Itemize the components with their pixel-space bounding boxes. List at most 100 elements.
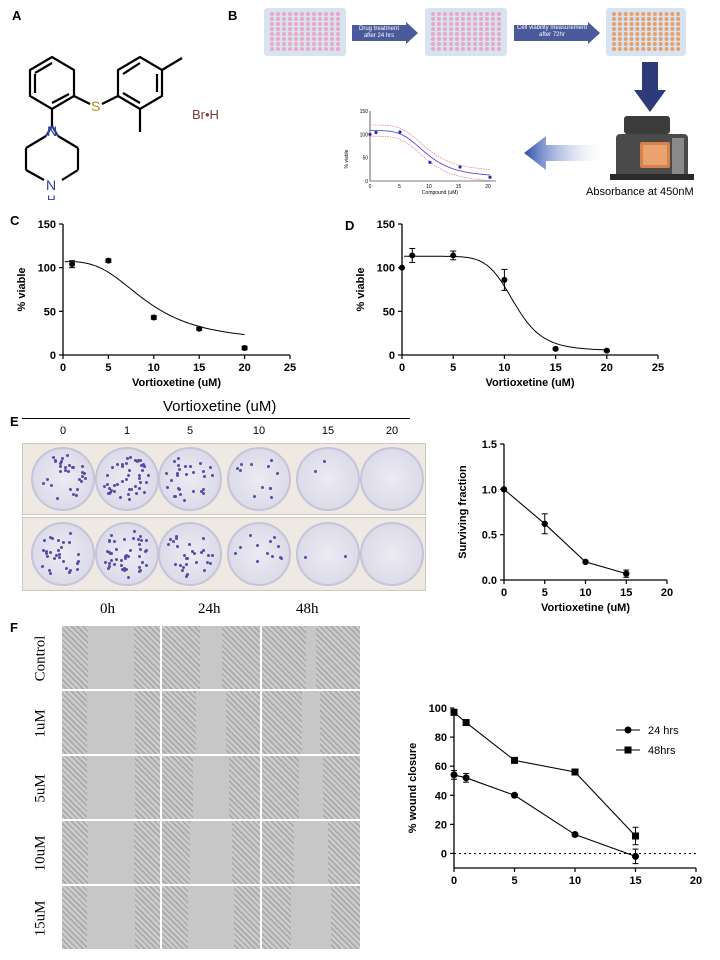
colony [176, 471, 180, 475]
micrograph-region [234, 886, 260, 949]
colony [52, 456, 56, 460]
y-tick-label: 0 [50, 350, 56, 362]
data-point [196, 325, 203, 332]
colony [109, 533, 113, 537]
colony [80, 474, 84, 478]
colony [136, 538, 140, 542]
colony [134, 484, 138, 488]
plate-well [652, 17, 657, 21]
plate-well [647, 22, 651, 26]
series-line [503, 488, 627, 575]
plate-well [270, 27, 274, 31]
x-tick-label: 10 [148, 362, 160, 374]
plate-well [473, 17, 477, 21]
data-point [241, 345, 248, 352]
colony [106, 567, 110, 571]
plate-well [443, 12, 447, 16]
colony [138, 535, 142, 539]
micrograph-region [306, 626, 316, 689]
micrograph-region [162, 821, 190, 884]
wound-micrograph [262, 691, 360, 754]
colony [63, 468, 67, 472]
colony [175, 537, 179, 541]
plate-well [437, 27, 441, 31]
colony [72, 492, 75, 496]
colony [140, 538, 144, 542]
colony [185, 472, 189, 476]
wound-micrograph [62, 886, 160, 949]
y-tick-label: 60 [435, 761, 447, 773]
plate-well [473, 27, 477, 31]
plate-well [270, 22, 274, 26]
plate-well [647, 12, 651, 16]
plate-well [449, 42, 453, 46]
plate-well [467, 42, 471, 46]
colony [58, 470, 62, 474]
culture-dish [227, 522, 291, 586]
mini-ci-upper [369, 124, 491, 170]
wound-row-label: 10uM [32, 835, 49, 872]
plate-well [330, 32, 334, 36]
plate-well [443, 17, 447, 21]
y-tick-label: 80 [435, 732, 447, 744]
plate-well [473, 47, 477, 51]
plate-well [330, 17, 334, 21]
plate-well [431, 12, 435, 16]
plate-well [497, 12, 501, 16]
plate-well [652, 32, 657, 36]
plate-well [461, 17, 465, 21]
data-point [150, 314, 157, 321]
colony [140, 468, 144, 472]
colony [115, 463, 119, 467]
colony [123, 567, 127, 571]
micrograph-region [331, 886, 360, 949]
colony [113, 483, 117, 487]
micrograph-region [262, 756, 299, 819]
colony [127, 498, 131, 502]
colony [269, 539, 273, 543]
plate-well [443, 22, 447, 26]
colony [277, 545, 281, 549]
colony [137, 569, 141, 573]
plate-well [324, 47, 328, 51]
series-line [453, 711, 636, 837]
plate-well [479, 22, 483, 26]
x-tick-label: 20 [690, 875, 702, 887]
colony [120, 464, 124, 468]
culture-dish [95, 447, 159, 511]
colony [202, 474, 206, 478]
plate-well [676, 22, 681, 26]
plate-well [676, 47, 681, 51]
plate-well [294, 12, 298, 16]
panel-letter-b: B [228, 8, 238, 23]
plate-well [635, 17, 640, 21]
colony [59, 459, 63, 463]
plate-well [318, 17, 322, 21]
plate-well [497, 22, 501, 26]
culture-dish [31, 522, 95, 586]
culture-dish [296, 447, 360, 511]
colony [201, 537, 205, 541]
colony [129, 488, 133, 492]
colony [169, 478, 173, 482]
plate-well [473, 32, 477, 36]
plate-well [670, 27, 675, 31]
plate-well [676, 12, 681, 16]
plate-well [491, 37, 495, 41]
data-point [623, 570, 630, 577]
plate-well [658, 22, 663, 26]
colony [176, 544, 180, 548]
plate-well [647, 47, 651, 51]
colony [113, 563, 117, 567]
colony [50, 483, 54, 487]
colony [210, 553, 214, 557]
plate-well [664, 37, 669, 41]
plate-well [676, 17, 681, 21]
colony [127, 469, 131, 472]
plate-well [485, 37, 489, 41]
plate-well [479, 42, 483, 46]
colony [77, 552, 81, 556]
colony [84, 476, 88, 480]
plate-well [324, 22, 328, 26]
micrograph-region [162, 756, 193, 819]
